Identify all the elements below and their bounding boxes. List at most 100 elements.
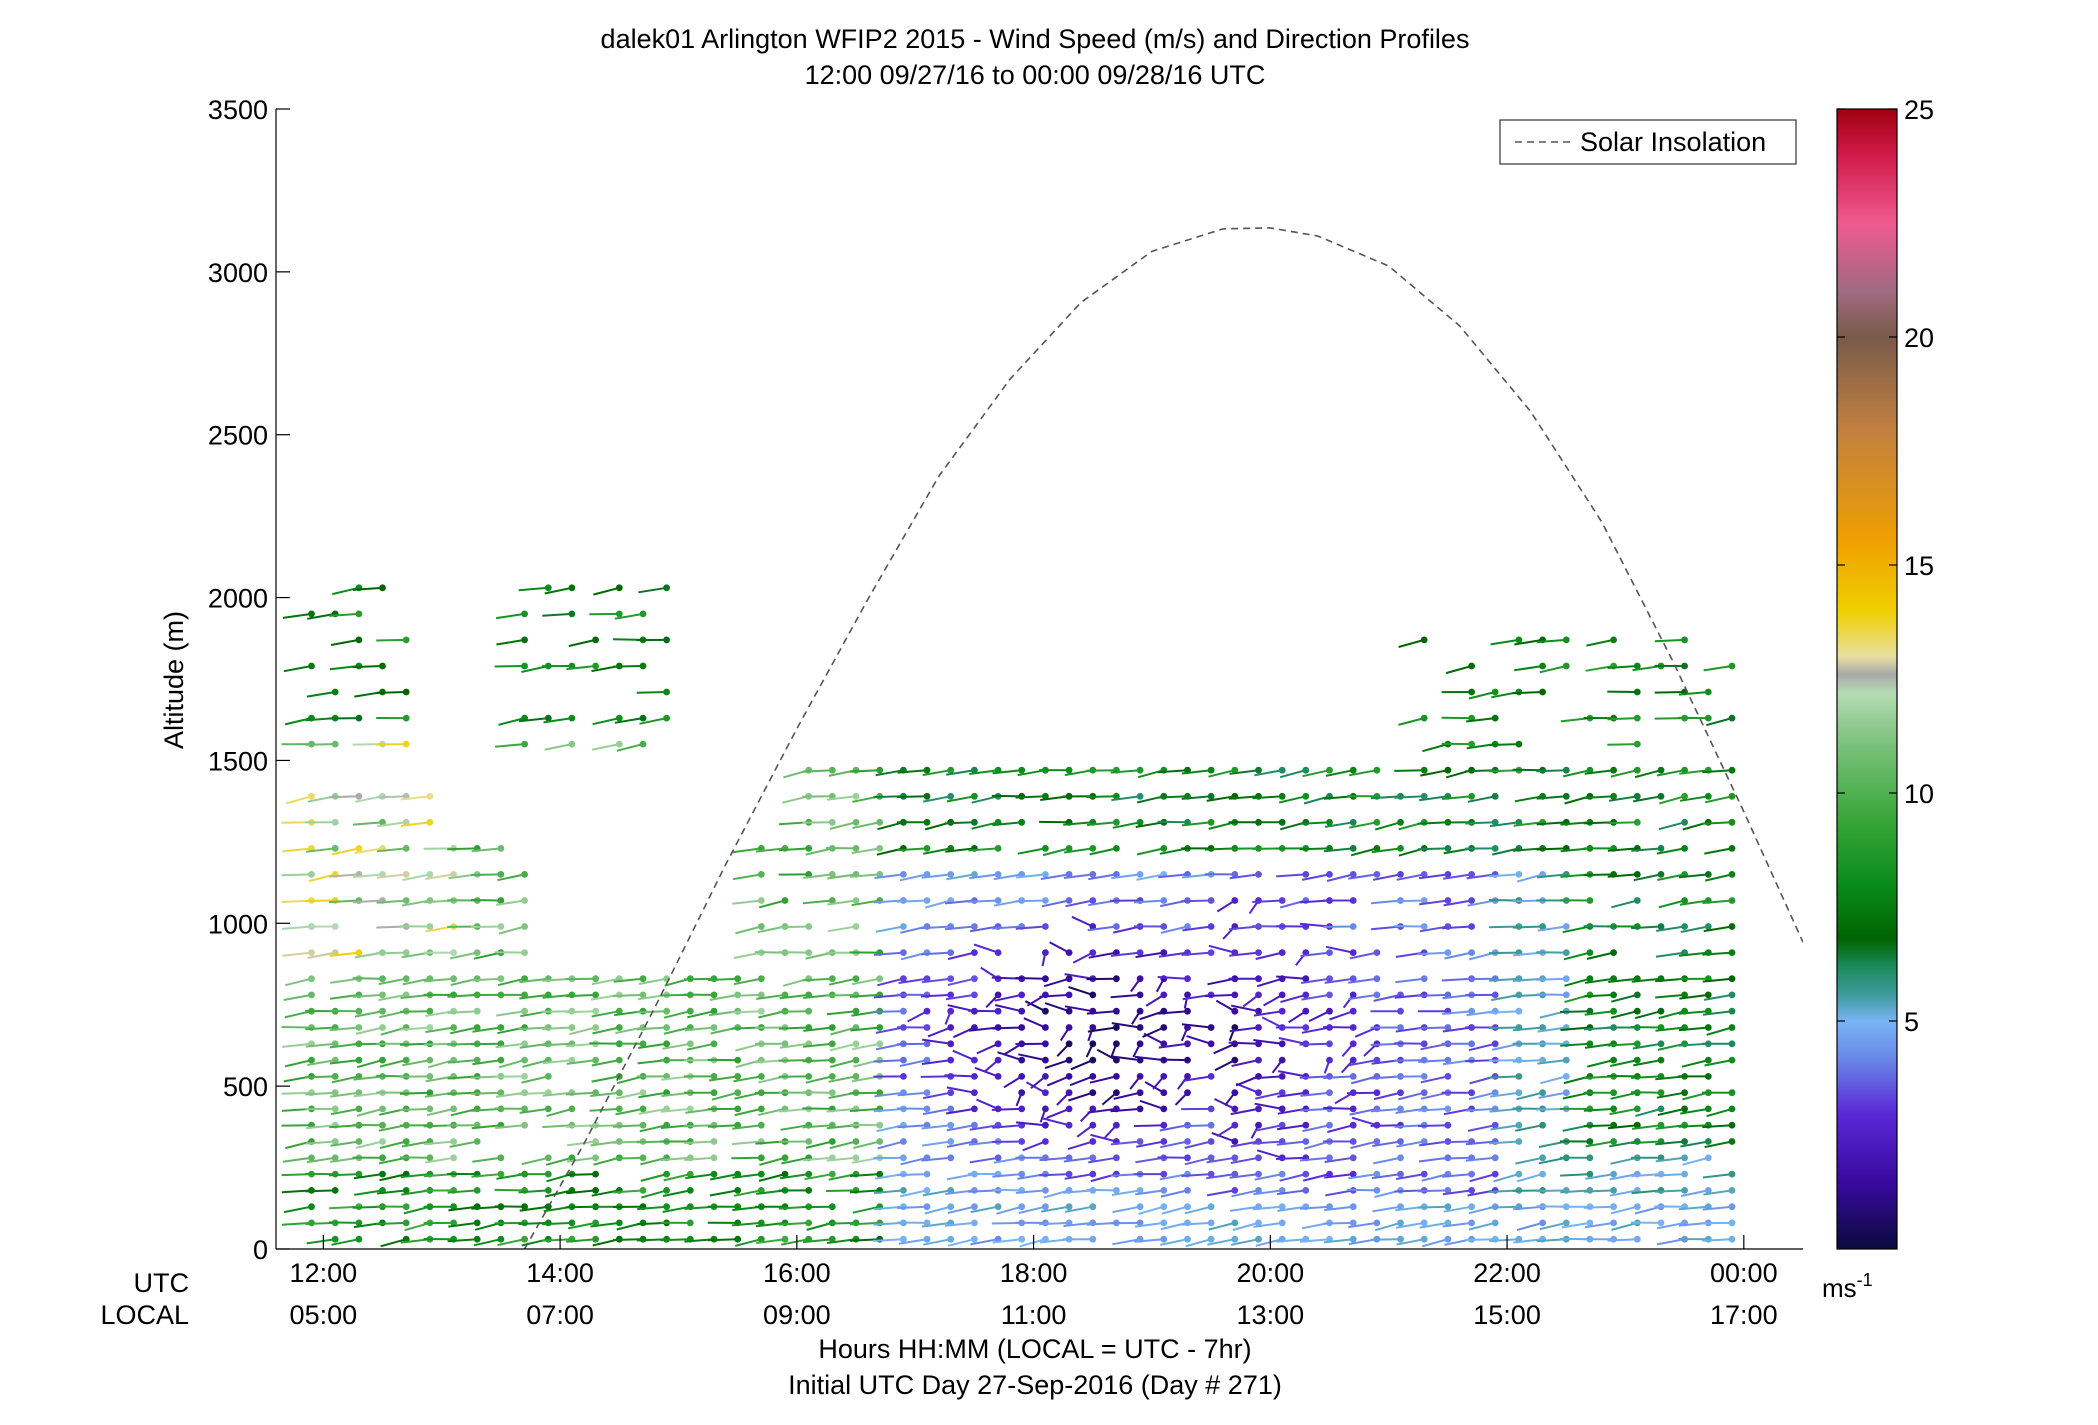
wind-barb-head	[331, 818, 339, 826]
wind-barb	[1466, 873, 1496, 880]
wind-barb	[1398, 1091, 1425, 1101]
wind-barb-head	[1420, 1170, 1428, 1178]
wind-barb	[1110, 993, 1141, 999]
wind-barb-head	[355, 1170, 363, 1178]
wind-barb-head	[1657, 766, 1665, 774]
wind-barb	[306, 691, 336, 698]
wind-barb-head	[450, 1203, 457, 1211]
wind-barb	[1112, 1238, 1141, 1246]
wind-barb	[1372, 1205, 1401, 1213]
wind-barb	[566, 1189, 596, 1195]
wind-barb	[1609, 1189, 1638, 1197]
wind-barb	[1702, 1010, 1733, 1016]
wind-barb	[1583, 1124, 1614, 1128]
wind-barb-head	[450, 871, 457, 878]
wind-barb-head	[923, 1089, 931, 1097]
wind-barb	[1253, 1010, 1283, 1017]
wind-barb-head	[1207, 1040, 1215, 1048]
wind-barb	[946, 1124, 975, 1132]
wind-barb	[1631, 1075, 1662, 1079]
wind-barb	[1516, 873, 1543, 883]
wind-barb	[1703, 993, 1733, 1001]
wind-barb-head	[1444, 845, 1452, 852]
wind-barb	[1585, 665, 1614, 672]
wind-barb	[1112, 1205, 1141, 1214]
wind-barb	[1324, 1156, 1354, 1163]
wind-barb-head	[450, 975, 457, 983]
wind-barb	[1654, 1189, 1685, 1193]
wind-barb-head	[994, 897, 1002, 904]
wind-barb-head	[1633, 871, 1641, 878]
wind-barb	[1299, 1205, 1330, 1210]
wind-barb	[1704, 847, 1733, 855]
wind-barb	[1513, 821, 1543, 827]
wind-barb-head	[971, 792, 978, 800]
wind-barb-head	[663, 1024, 670, 1031]
wind-barb-head	[1728, 949, 1736, 956]
wind-barb	[636, 691, 667, 694]
wind-barb	[1086, 769, 1117, 772]
wind-barb-head	[1255, 1007, 1262, 1015]
wind-barb	[898, 977, 928, 984]
wind-barb	[470, 925, 501, 928]
wind-barb	[1003, 1042, 1023, 1056]
wind-barb-head	[1586, 766, 1594, 774]
wind-barb	[1611, 1221, 1638, 1231]
wind-barb	[1421, 1173, 1449, 1182]
wind-barb-head	[1444, 949, 1452, 956]
wind-barb-head	[497, 1056, 505, 1064]
wind-barb-head	[1539, 1154, 1546, 1162]
wind-barb	[1348, 1173, 1378, 1180]
wind-barb	[1088, 873, 1117, 881]
wind-barb	[1654, 1173, 1685, 1177]
wind-barb-head	[1018, 1089, 1026, 1097]
wind-barb-head	[828, 975, 836, 983]
wind-barb	[660, 1156, 691, 1162]
wind-barb	[1134, 899, 1164, 904]
wind-barb	[1324, 821, 1354, 828]
wind-barb-head	[710, 991, 718, 999]
wind-barb	[1466, 717, 1496, 723]
wind-barb	[380, 1238, 407, 1248]
wind-barb	[1228, 1041, 1259, 1045]
wind-barb-head	[1444, 1219, 1452, 1227]
wind-barb	[1348, 873, 1378, 880]
wind-barb	[1607, 743, 1638, 746]
wind-barb	[1396, 873, 1425, 881]
wind-barb	[1348, 1221, 1378, 1229]
wind-barb	[1585, 1173, 1614, 1180]
wind-barb	[1631, 1124, 1662, 1130]
wind-barb-head	[1255, 1154, 1262, 1162]
wind-barb	[1417, 847, 1448, 851]
wind-barb	[778, 951, 809, 954]
wind-barb-head	[615, 1121, 623, 1129]
wind-barb-head	[1728, 1056, 1736, 1064]
wind-barb-head	[1018, 1235, 1026, 1243]
wind-barb	[591, 1075, 620, 1083]
wind-barb-head	[308, 1203, 315, 1211]
wind-barb	[1229, 1026, 1259, 1033]
wind-barb-head	[1184, 1056, 1191, 1064]
wind-barb-head	[308, 975, 315, 983]
wind-barb	[707, 1238, 738, 1242]
wind-barb-head	[994, 1154, 1002, 1162]
wind-barb	[305, 1189, 336, 1193]
wind-barb-head	[402, 845, 410, 852]
wind-barb	[566, 1238, 596, 1243]
wind-barb	[707, 977, 738, 982]
wind-barb	[1348, 977, 1378, 984]
wind-barb	[565, 1010, 596, 1014]
wind-barb	[616, 1075, 644, 1085]
wind-barb	[470, 1091, 501, 1095]
chart-subtitle: 12:00 09/27/16 to 00:00 09/28/16 UTC	[805, 60, 1266, 90]
wind-barb	[731, 1156, 762, 1160]
wind-barb	[778, 925, 809, 929]
wind-barb-head	[1065, 1024, 1073, 1031]
wind-barb-head	[355, 1235, 363, 1243]
wind-barb	[1208, 769, 1236, 778]
wind-barb-head	[710, 1154, 718, 1162]
wind-barb-head	[308, 1154, 315, 1162]
wind-barb-head	[1491, 1089, 1499, 1097]
wind-barb	[542, 1042, 572, 1047]
wind-barb-head	[1042, 792, 1049, 800]
